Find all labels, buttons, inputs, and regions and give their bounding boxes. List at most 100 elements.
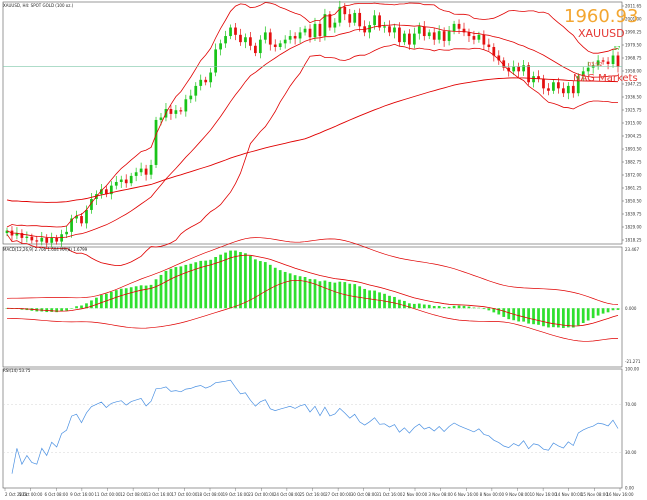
x-tick-label: 31 Oct 16:00 (376, 492, 403, 497)
candle (492, 46, 496, 56)
candle (547, 88, 550, 91)
macd-histogram-bar (229, 250, 232, 309)
macd-pane: 23.467 0.000 -21.271 (3, 237, 641, 364)
candle (154, 119, 158, 165)
price-y-tick-label: 1872.00 (625, 173, 642, 178)
x-tick-label: 25 Oct 16:00 (299, 492, 326, 497)
macd-histogram-bar (328, 281, 332, 309)
price-y-tick-label: 1990.25 (625, 30, 642, 35)
macd-histogram-bar (293, 275, 297, 309)
macd-histogram-bar (85, 303, 88, 309)
macd-histogram-bar (189, 263, 193, 309)
macd-histogram-bar (581, 308, 585, 323)
x-tick-label: 27 Oct 00:00 (325, 492, 352, 497)
candle (606, 61, 610, 65)
pane-frame (2, 246, 623, 368)
macd-histogram-bar (184, 264, 188, 309)
candle (209, 72, 213, 83)
rsi-y-tick-label: 70.00 (625, 402, 637, 407)
macd-histogram-bar (363, 288, 367, 309)
candle (65, 231, 68, 235)
candle (174, 110, 178, 114)
macd-histogram-bar (368, 290, 371, 309)
candle (552, 82, 555, 91)
candle (199, 79, 203, 86)
candle (298, 32, 302, 39)
macd-histogram-bar (204, 260, 208, 309)
macd-histogram-bar (50, 308, 54, 312)
macd-histogram-bar (591, 308, 595, 319)
x-tick-label: 5 Oct 00:00 (19, 492, 43, 497)
candle (273, 44, 277, 47)
bb-upper (6, 2, 619, 228)
macd-histogram-bar (124, 288, 128, 309)
candle (278, 43, 282, 47)
x-tick-label: 3 Nov 08:00 (428, 492, 453, 497)
candle (338, 6, 342, 23)
macd-pane-title: MACD(12,26,9) 2.706 1.604 MA(8) 1.6799 (3, 247, 88, 252)
candle (517, 66, 521, 72)
macd-histogram-bar (447, 306, 451, 309)
candle (139, 168, 143, 173)
macd-histogram-bar (308, 278, 312, 309)
candle (442, 31, 446, 41)
macd-histogram-bar (139, 285, 143, 309)
candle (283, 39, 287, 44)
candle (393, 27, 396, 33)
price-y-tick-label: 1904.25 (625, 134, 642, 139)
macd-histogram-bar (517, 308, 521, 322)
macd-histogram-bar (144, 285, 148, 309)
candle (571, 85, 575, 94)
macd-histogram-bar (75, 306, 78, 309)
macd-histogram-bar (273, 267, 277, 309)
macd-histogram-bar (532, 308, 535, 325)
candle (576, 76, 580, 94)
price-y-tick-label: 1829.00 (625, 225, 642, 230)
candle (527, 65, 530, 83)
macd-histogram-bar (268, 264, 272, 309)
macd-histogram-bar (333, 282, 337, 309)
candle (447, 31, 451, 41)
macd-histogram-bar (611, 308, 615, 311)
macd-histogram-bar (219, 254, 222, 309)
macd-histogram-bar (338, 281, 342, 309)
price-y-tick-label: 1861.25 (625, 186, 642, 191)
macd-histogram-bar (209, 259, 213, 309)
candle (407, 33, 411, 45)
candle (497, 55, 501, 61)
candle (388, 26, 391, 33)
macd-histogram-bar (477, 307, 481, 309)
x-tick-label: 15 Nov 08:00 (581, 492, 608, 497)
macd-histogram-bar (323, 280, 327, 309)
macd-histogram-bar (492, 308, 496, 313)
macd-histogram-bar (412, 303, 416, 309)
x-tick-label: 24 Oct 08:00 (274, 492, 301, 497)
macd-histogram-bar (502, 308, 506, 317)
candle (611, 55, 615, 65)
candle (561, 88, 565, 94)
macd-histogram-bar (159, 274, 163, 309)
macd-histogram-bar (467, 306, 471, 309)
price-y-tick-label: 1818.25 (625, 238, 642, 243)
macd-histogram-bar (417, 303, 421, 309)
candle (323, 14, 327, 37)
candle (343, 6, 347, 15)
candle (487, 44, 491, 47)
macd-histogram-bar (194, 262, 198, 309)
price-y-tick-label: 1958.00 (625, 69, 642, 74)
candle (308, 28, 312, 38)
price-y-tick-label: 2011.65 (625, 4, 642, 9)
candle (586, 67, 590, 72)
candle (149, 164, 153, 175)
candle (293, 36, 297, 39)
candle (114, 181, 118, 186)
candle (30, 236, 34, 241)
candle (25, 236, 29, 238)
macd-histogram-bar (244, 253, 247, 309)
overlay-label-value: 57 (614, 46, 620, 52)
watermark-price: 1960.93 (564, 6, 638, 27)
bb-middle (6, 24, 619, 239)
candle (432, 32, 436, 40)
